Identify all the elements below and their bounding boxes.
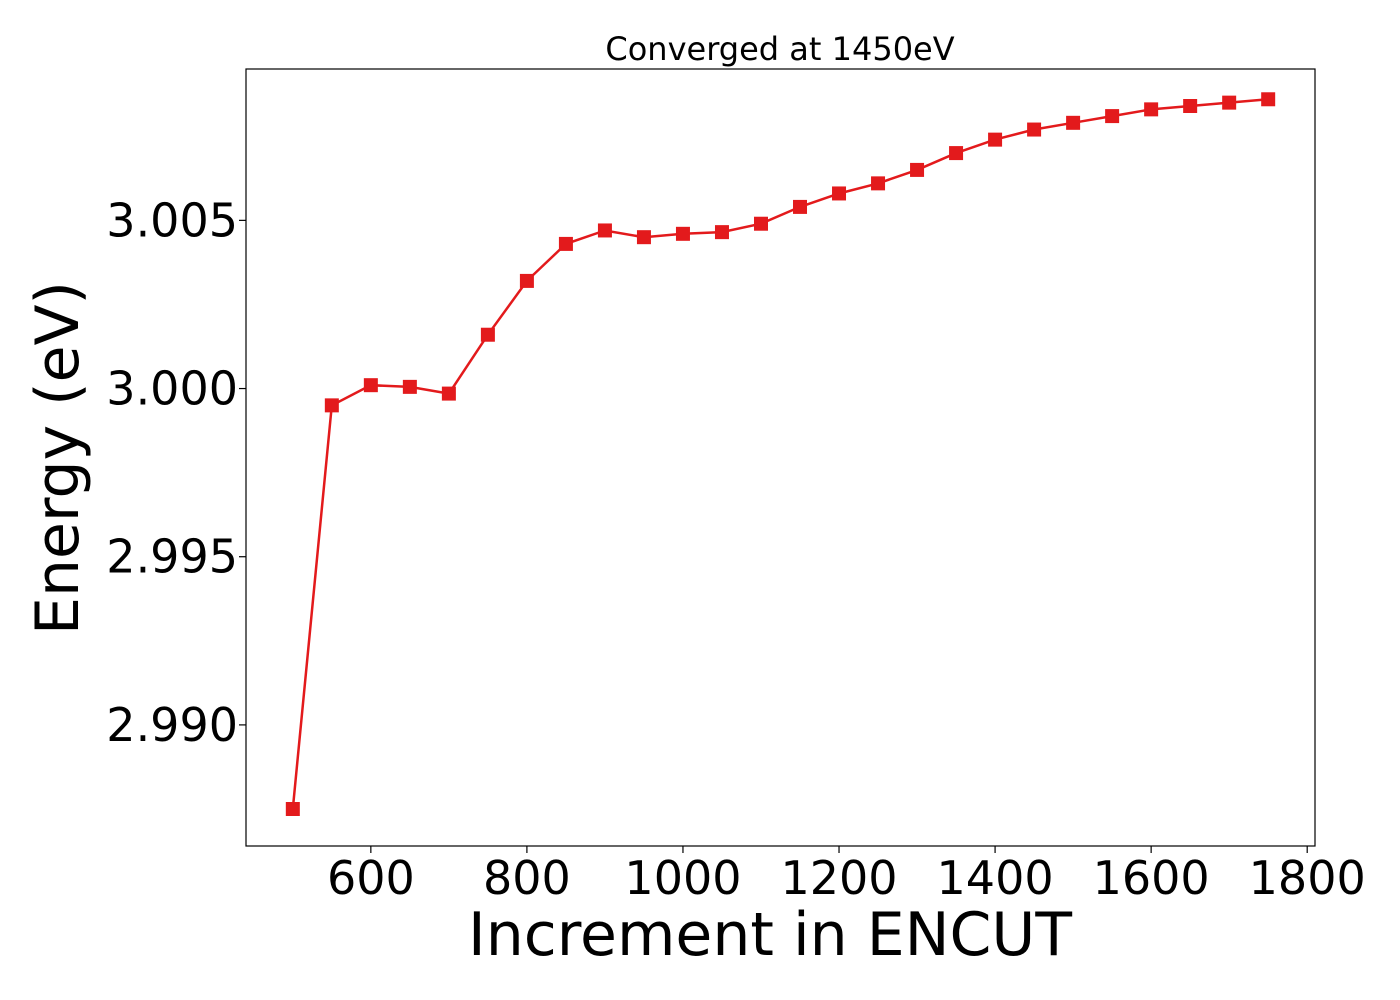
data-point-marker <box>675 226 690 241</box>
data-point-marker <box>1066 115 1081 130</box>
data-point-marker <box>324 398 339 413</box>
y-tick-label: 2.990 <box>106 698 238 752</box>
data-point-marker <box>1105 109 1120 124</box>
data-point-marker <box>558 236 573 251</box>
data-point-marker <box>636 230 651 245</box>
x-tick-label: 800 <box>483 851 571 905</box>
x-tick-label: 600 <box>327 851 415 905</box>
data-point-marker <box>949 146 964 161</box>
data-point-marker <box>1261 92 1276 107</box>
x-axis-label: Increment in ENCUT <box>468 900 1072 970</box>
y-tick-label: 3.005 <box>106 193 238 247</box>
x-tick-label: 1000 <box>624 851 741 905</box>
data-point-marker <box>753 216 768 231</box>
data-point-marker <box>988 132 1003 147</box>
data-point-marker <box>480 327 495 342</box>
series-line <box>291 98 1269 810</box>
data-point-marker <box>1144 102 1159 117</box>
data-point-marker <box>793 199 808 214</box>
y-axis-ticks: 2.990 2.995 3.000 3.005 <box>106 193 246 752</box>
plot-frame <box>245 68 1316 847</box>
y-tick-label: 3.000 <box>106 362 238 416</box>
data-point-marker <box>402 379 417 394</box>
x-tick-label: 1400 <box>937 851 1054 905</box>
data-point-marker <box>441 386 456 401</box>
data-point-marker <box>363 378 378 393</box>
x-tick-label: 1800 <box>1249 851 1366 905</box>
data-point-marker <box>714 225 729 240</box>
data-point-marker <box>871 176 886 191</box>
data-point-marker <box>832 186 847 201</box>
data-point-marker <box>519 273 534 288</box>
y-tick-label: 2.995 <box>106 530 238 584</box>
y-axis-label: Energy (eV) <box>23 281 93 635</box>
data-point-marker <box>597 223 612 238</box>
x-tick-label: 1200 <box>780 851 897 905</box>
data-point-marker <box>910 162 925 177</box>
series-layer <box>285 92 1276 816</box>
data-point-marker <box>1027 122 1042 137</box>
x-axis-ticks: 600 800 1000 1200 1400 1600 1800 <box>327 846 1366 905</box>
data-point-marker <box>285 802 300 816</box>
data-point-marker <box>1222 95 1237 110</box>
x-tick-label: 1600 <box>1093 851 1210 905</box>
chart-title: Converged at 1450eV <box>605 30 954 68</box>
data-point-marker <box>1183 99 1198 113</box>
